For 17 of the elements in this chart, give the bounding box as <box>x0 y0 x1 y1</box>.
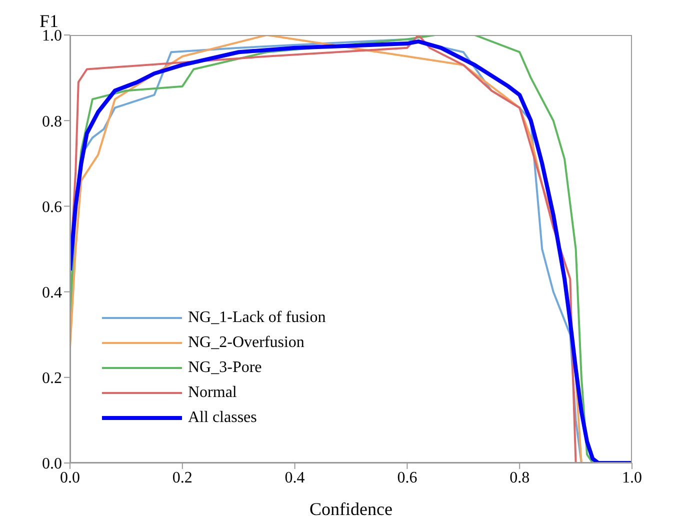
y-tick-label: 0.0 <box>42 456 62 473</box>
legend-label: Normal <box>188 384 237 402</box>
x-tick-label: 0.6 <box>397 469 418 486</box>
x-axis-title: Confidence <box>310 499 392 519</box>
legend-label: NG_3-Pore <box>188 358 262 376</box>
x-tick-label: 1.0 <box>622 469 642 486</box>
legend-label: NG_2-Overfusion <box>188 334 304 352</box>
x-tick-label: 0.0 <box>60 469 80 486</box>
x-tick-label: 0.8 <box>510 469 530 486</box>
x-tick-label: 0.2 <box>172 469 192 486</box>
y-tick-label: 0.2 <box>42 370 62 388</box>
legend-label: NG_1-Lack of fusion <box>188 308 326 326</box>
x-tick-label: 0.4 <box>284 469 305 486</box>
y-tick-label: 0.4 <box>42 284 62 302</box>
y-tick-label: 0.8 <box>42 113 62 130</box>
legend-label: All classes <box>188 408 257 426</box>
y-tick-label: 0.6 <box>42 198 62 216</box>
